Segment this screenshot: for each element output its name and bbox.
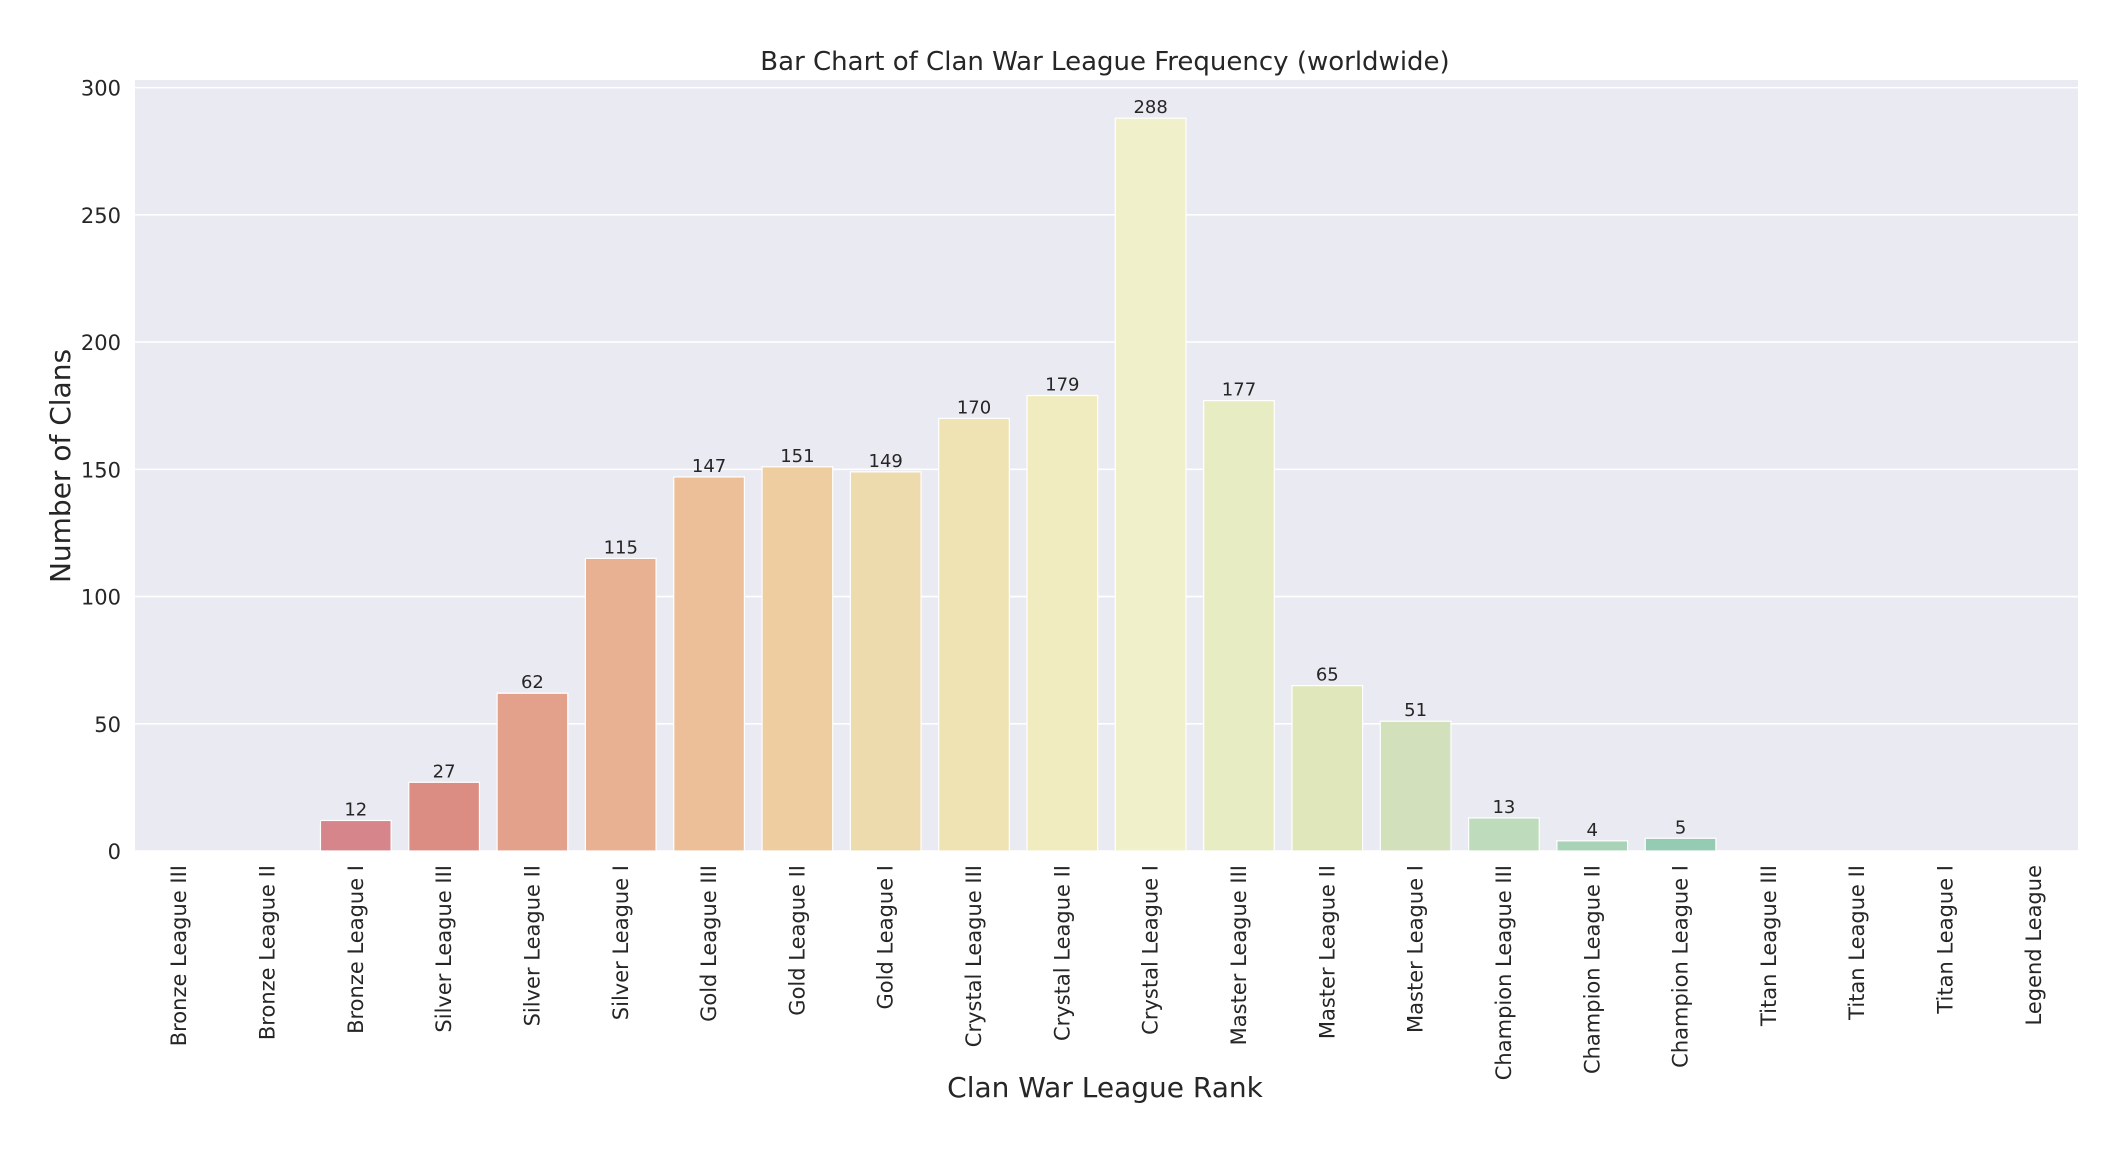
bar [1114, 117, 1187, 852]
x-tick-label: Silver League III [432, 865, 456, 1033]
bar-value-label: 151 [780, 446, 814, 467]
y-tick-label: 150 [81, 458, 121, 482]
bar-value-label: 5 [1675, 817, 1686, 838]
bar-value-label: 179 [1045, 375, 1079, 396]
bar [673, 476, 745, 852]
bar [849, 471, 922, 852]
x-axis-ticks: Bronze League III Bronze League II Bronze … [167, 865, 2046, 1080]
bars [319, 117, 1717, 852]
x-tick-label: Crystal League III [962, 865, 986, 1047]
bar-value-label: 147 [692, 456, 726, 477]
x-tick-label: Master League I [1404, 865, 1428, 1033]
x-tick-label: Titan League II [1845, 865, 1869, 1021]
x-tick-label: Silver League II [520, 865, 544, 1026]
x-tick-label: Bronze League I [344, 865, 368, 1034]
bar [1644, 837, 1717, 852]
x-tick-label: Crystal League II [1050, 865, 1074, 1041]
x-tick-label: Master League II [1315, 865, 1339, 1039]
bar-value-label: 12 [344, 799, 367, 820]
x-tick-label: Champion League III [1492, 865, 1516, 1080]
x-tick-label: Champion League II [1580, 865, 1604, 1074]
x-tick-label: Bronze League III [167, 865, 191, 1046]
bar [1379, 720, 1452, 852]
bar-value-label: 51 [1404, 700, 1427, 721]
chart-title: Bar Chart of Clan War League Frequency (… [760, 47, 1449, 77]
x-tick-label: Champion League I [1669, 865, 1693, 1068]
plot-area [135, 80, 2078, 851]
bar-value-label: 62 [521, 672, 544, 693]
bar [584, 557, 657, 852]
bar-value-label: 149 [869, 451, 903, 472]
y-tick-label: 200 [81, 331, 121, 355]
y-tick-label: 300 [81, 77, 121, 101]
x-axis-label: Clan War League Rank [947, 1071, 1263, 1104]
y-axis-label: Number of Clans [44, 349, 77, 583]
bar [496, 692, 569, 852]
x-tick-label: Master League III [1227, 865, 1251, 1045]
x-tick-label: Gold League III [697, 865, 721, 1022]
y-axis-ticks: 0 50 100 150 200 250 300 [81, 77, 121, 864]
x-tick-label: Gold League I [874, 865, 898, 1010]
x-tick-label: Legend League [2022, 865, 2046, 1026]
bar [1468, 817, 1540, 852]
bar [761, 466, 834, 852]
bar-value-label: 170 [957, 397, 991, 418]
x-tick-label: Gold League II [785, 865, 809, 1016]
y-tick-label: 50 [94, 713, 121, 737]
y-tick-label: 100 [81, 586, 121, 610]
gridlines [135, 86, 2078, 852]
bar-value-label: 4 [1587, 820, 1598, 841]
bar-value-label: 65 [1316, 665, 1339, 686]
bar-value-label: 115 [604, 537, 638, 558]
bar [1203, 400, 1275, 852]
bar [938, 417, 1010, 852]
bar-value-label: 27 [433, 761, 456, 782]
y-tick-label: 250 [81, 204, 121, 228]
bar [1026, 394, 1099, 852]
bar [1556, 840, 1629, 852]
bar [319, 819, 392, 852]
bar [1291, 685, 1364, 852]
y-tick-label: 0 [108, 840, 121, 864]
bar-value-label: 288 [1133, 97, 1167, 118]
bar-value-label: 13 [1492, 797, 1515, 818]
x-tick-label: Crystal League I [1139, 865, 1163, 1035]
x-tick-label: Titan League I [1934, 865, 1958, 1015]
x-tick-label: Bronze League II [255, 865, 279, 1040]
bar-value-label: 177 [1222, 380, 1256, 401]
data-labels: 12 27 62 115 147 151 149 170 179 288 177 65 51 13 4 5 [344, 97, 1686, 841]
x-tick-label: Silver League I [609, 865, 633, 1020]
bar [408, 781, 481, 852]
x-tick-label: Titan League III [1757, 865, 1781, 1027]
